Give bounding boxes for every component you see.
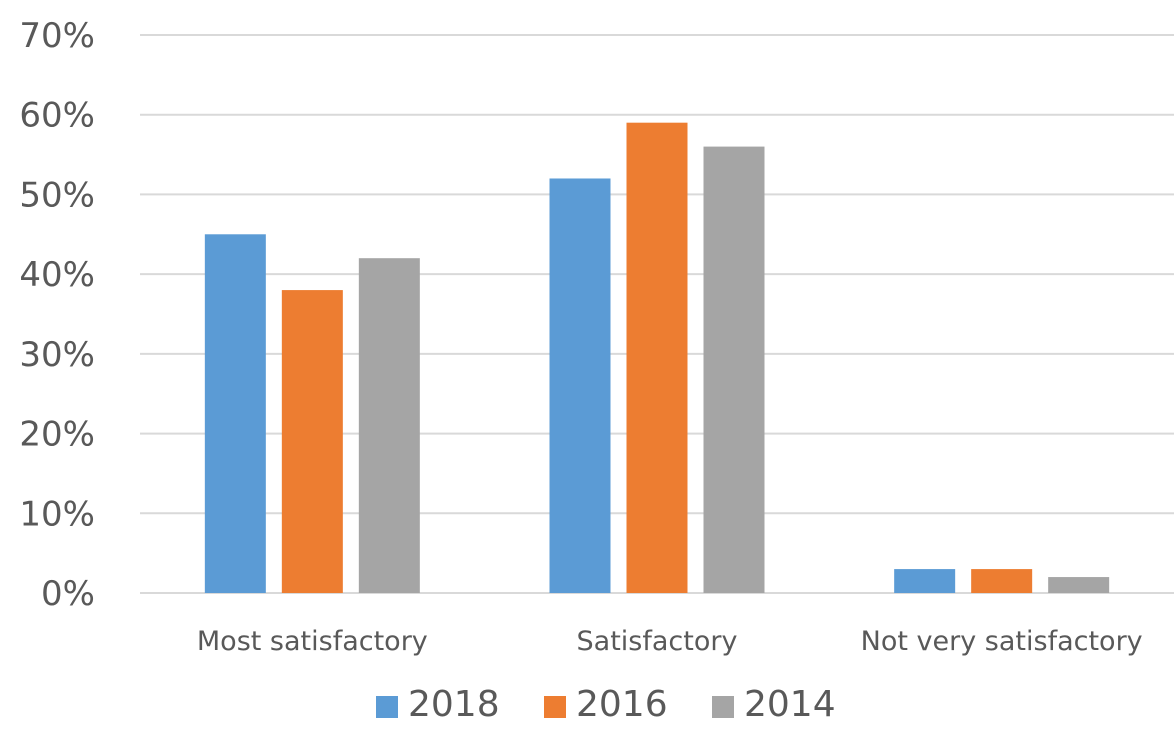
legend-swatch-2014 <box>712 696 734 718</box>
legend-label-2018: 2018 <box>408 684 500 725</box>
y-tick-label: 40% <box>19 255 95 295</box>
y-axis-tick-labels: 0% 10% 20% 30% 40% 50% 60% 70% <box>19 16 95 614</box>
x-axis-category-labels: Most satisfactory Satisfactory Not very sa… <box>197 626 1143 657</box>
y-tick-label: 20% <box>19 415 95 455</box>
x-category-label: Satisfactory <box>577 626 738 657</box>
y-tick-label: 60% <box>19 96 95 136</box>
y-tick-label: 30% <box>19 335 95 375</box>
bar-2018-not-very-satisfactory <box>894 569 956 593</box>
y-tick-label: 50% <box>19 175 95 215</box>
bar-series <box>204 122 1110 594</box>
x-category-label: Most satisfactory <box>197 626 428 657</box>
legend-swatch-2018 <box>376 696 398 718</box>
bar-2016-satisfactory <box>626 122 688 593</box>
legend: 2018 2016 2014 <box>376 684 836 725</box>
x-category-label: Not very satisfactory <box>861 626 1143 657</box>
bar-2018-most-satisfactory <box>204 234 266 594</box>
bar-2016-most-satisfactory <box>281 290 343 593</box>
y-tick-label: 0% <box>41 574 95 614</box>
bar-2018-satisfactory <box>549 178 611 593</box>
bar-2014-satisfactory <box>703 146 765 593</box>
legend-label-2014: 2014 <box>744 684 836 725</box>
y-tick-label: 70% <box>19 16 95 56</box>
bar-2014-not-very-satisfactory <box>1048 577 1110 593</box>
legend-swatch-2016 <box>544 696 566 718</box>
bar-2014-most-satisfactory <box>358 258 420 593</box>
legend-label-2016: 2016 <box>576 684 668 725</box>
bar-2016-not-very-satisfactory <box>971 569 1033 593</box>
y-tick-label: 10% <box>19 494 95 534</box>
